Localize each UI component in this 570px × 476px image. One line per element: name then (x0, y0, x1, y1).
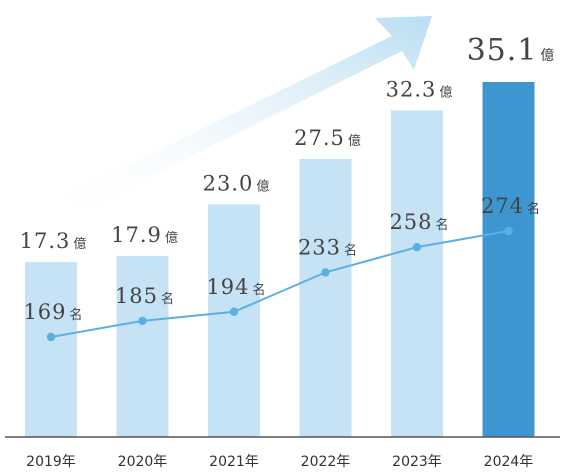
staff-line (50, 230, 509, 338)
bar-2019年 (25, 262, 77, 437)
staff-label: 274 名 (481, 194, 540, 218)
staff-label: 185 名 (115, 284, 174, 308)
staff-label: 169 名 (23, 300, 82, 324)
staff-point (46, 332, 56, 342)
bar-2023年 (391, 110, 443, 437)
staff-label: 258 名 (389, 210, 448, 234)
staff-point (504, 226, 513, 236)
staff-point (229, 307, 239, 316)
revenue-label: 23.0 億 (203, 171, 270, 195)
staff-label: 233 名 (298, 235, 357, 259)
bar-2022年 (299, 158, 352, 438)
revenue-label: 32.3 億 (386, 77, 453, 101)
x-tick-label: 2021年 (209, 454, 259, 470)
bar-2024年 (482, 82, 535, 437)
staff-point (138, 316, 147, 326)
bar-2020年 (116, 255, 169, 437)
revenue-label: 27.5 億 (294, 126, 361, 150)
revenue-label: 17.9 億 (111, 223, 178, 247)
staff-point (412, 242, 422, 252)
revenue-label: 35.1 億 (467, 33, 555, 68)
x-tick-label: 2022年 (301, 454, 351, 470)
trend-arrow (40, 16, 432, 222)
staff-point (321, 268, 330, 277)
revenue-label: 17.3 億 (20, 229, 87, 253)
x-tick-label: 2024年 (484, 454, 534, 470)
x-tick-label: 2023年 (392, 454, 442, 470)
x-tick-label: 2019年 (26, 454, 76, 470)
bar-2021年 (208, 204, 260, 437)
x-tick-label: 2020年 (118, 454, 168, 470)
staff-label: 194 名 (206, 275, 265, 299)
